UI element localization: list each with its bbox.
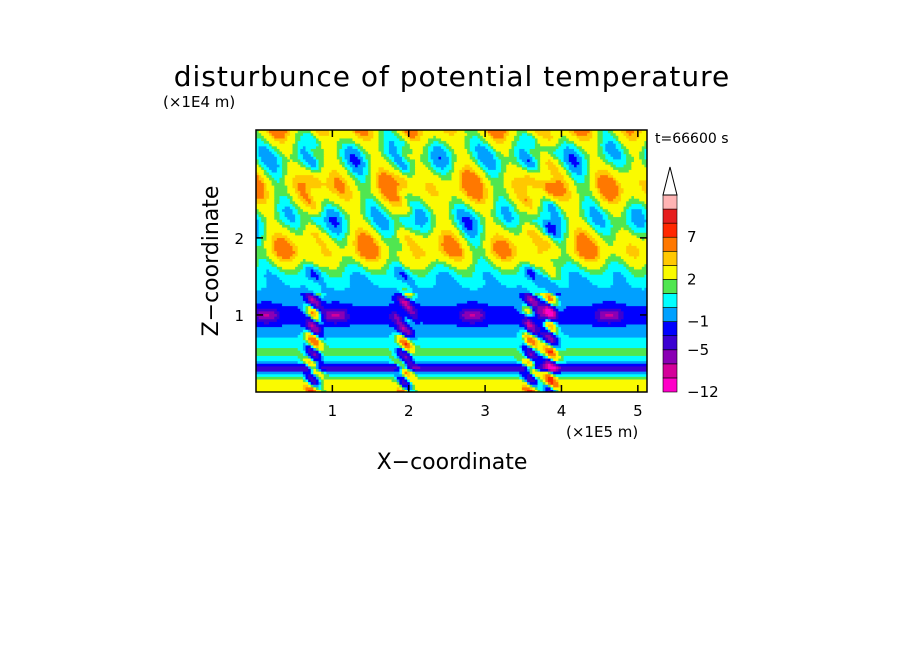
colorbar-segment-13	[662, 194, 678, 210]
time-label: t=66600 s	[655, 131, 729, 147]
y-axis: 12	[234, 230, 647, 325]
x-scale-label: (×1E5 m)	[566, 423, 638, 441]
x-tick-label-4: 5	[633, 402, 643, 420]
y-tick-label-0: 1	[234, 307, 244, 325]
chart-title: disturbunce of potential temperature	[174, 60, 731, 93]
x-axis: 1 2 3 4 5	[328, 130, 643, 420]
colorbar-segment-1	[662, 363, 678, 379]
colorbar-label-1: −5	[687, 341, 709, 359]
colorbar-segment-12	[662, 208, 678, 224]
x-axis-label: X−coordinate	[377, 450, 528, 475]
plot-area	[256, 130, 647, 392]
x-tick-label-0: 1	[328, 402, 338, 420]
colorbar-label-4: 7	[687, 228, 697, 246]
plot-frame	[255, 129, 648, 393]
x-tick-label-2: 3	[480, 402, 490, 420]
colorbar-segment-4	[662, 321, 678, 337]
colorbar-label-0: −12	[687, 383, 719, 401]
colorbar-label-2: −1	[687, 313, 709, 331]
colorbar-segment-6	[662, 293, 678, 308]
colorbar-segment-5	[662, 307, 678, 322]
colorbar: −12−5−127	[662, 166, 719, 401]
colorbar-segment-10	[662, 236, 678, 252]
colorbar-segment-2	[662, 349, 678, 365]
colorbar-extend-arrow	[662, 166, 678, 196]
colorbar-segment-0	[662, 377, 678, 393]
colorbar-segment-8	[662, 265, 678, 280]
colorbar-segment-9	[662, 250, 678, 266]
y-scale-label: (×1E4 m)	[163, 93, 235, 111]
x-tick-label-3: 4	[557, 402, 567, 420]
colorbar-label-3: 2	[687, 270, 697, 288]
colorbar-segment-3	[662, 335, 678, 351]
x-tick-label-1: 2	[404, 402, 414, 420]
y-axis-label: Z−coordinate	[199, 186, 224, 337]
y-tick-label-1: 2	[234, 230, 244, 248]
colorbar-segment-11	[662, 222, 678, 238]
colorbar-segment-7	[662, 279, 678, 294]
